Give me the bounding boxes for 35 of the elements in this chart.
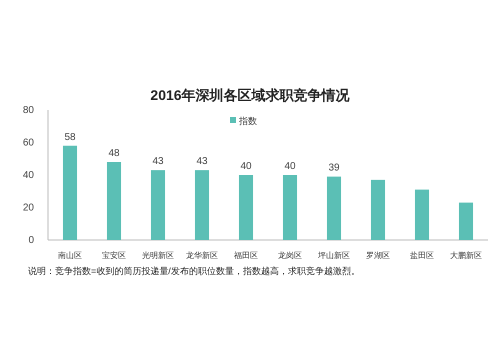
x-tick-label: 龙岗区 — [278, 251, 302, 260]
bar — [326, 176, 342, 240]
x-tick-label: 盐田区 — [410, 251, 434, 260]
data-label: 43 — [196, 156, 208, 168]
bar — [414, 190, 430, 240]
data-label: 48 — [108, 148, 120, 159]
x-tick-label: 福田区 — [234, 251, 258, 260]
bar — [62, 146, 78, 240]
y-tick-label: 60 — [22, 138, 34, 148]
bar — [458, 202, 474, 240]
chart-title: 2016年深圳各区域求职竞争情况 — [150, 87, 351, 103]
bar — [370, 180, 386, 240]
x-tick-label: 大鹏新区 — [450, 251, 482, 260]
legend-label: 指数 — [238, 116, 257, 126]
x-tick-label: 罗湖区 — [366, 251, 390, 260]
x-tick-label: 龙华新区 — [186, 251, 218, 260]
y-tick-label: 80 — [22, 105, 34, 116]
x-tick-label: 宝安区 — [102, 251, 126, 260]
bar — [150, 170, 166, 240]
bar — [194, 170, 210, 240]
text: 说明：竞争指数=收到的简历投递量/发布的职位数量，指数越高，求职竞争越激烈。 — [28, 266, 360, 276]
bar — [282, 175, 298, 240]
data-label: 43 — [152, 156, 164, 168]
bar — [106, 162, 122, 240]
data-label: 40 — [284, 161, 296, 172]
y-tick-label: 20 — [22, 202, 34, 214]
x-tick-label: 坪山新区 — [317, 251, 350, 260]
data-label: 39 — [328, 162, 340, 174]
y-tick-label: 40 — [22, 170, 34, 181]
x-tick-label: 光明新区 — [142, 251, 174, 260]
bar — [238, 175, 254, 240]
data-label: 40 — [240, 161, 252, 172]
x-tick-label: 南山区 — [58, 251, 82, 260]
y-tick-label: 0 — [28, 235, 34, 246]
data-label: 58 — [64, 132, 76, 143]
